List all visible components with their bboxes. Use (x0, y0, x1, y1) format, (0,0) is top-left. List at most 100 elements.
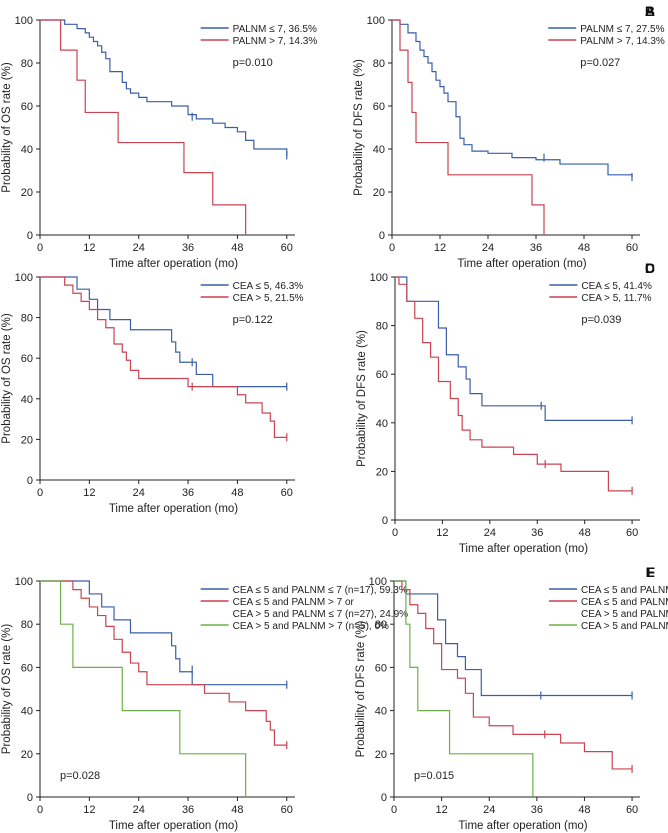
panel-c: 0 20 40 60 80 100 0 12 24 36 48 60 Time after operat… (1, 260, 655, 515)
panel-b-x-tick-label: 12 (434, 242, 446, 254)
panel-c-x-tick-label: 24 (133, 487, 145, 499)
panel-c-y-axis-label: Probability of OS rate (%) (1, 313, 13, 444)
panel-f-series-green (394, 580, 534, 797)
panel-a-x-tick-label: 0 (37, 242, 43, 254)
panel-f-x-tick-label: 12 (435, 804, 447, 816)
panel-f-x-tick-label: 36 (531, 804, 543, 816)
panel-e-y-tick-label: 0 (27, 792, 33, 804)
panel-d-legend-label: CEA ≤ 5, 41.4% (581, 281, 652, 292)
panel-f-legend-label: CEA > 5 and PALNM ≤ 7 (n=27), 13.2% (581, 609, 668, 620)
panel-f-y-tick-label: 40 (375, 706, 387, 718)
panel-c-x-tick-label: 12 (83, 487, 95, 499)
panel-f-x-tick-label: 60 (626, 804, 638, 816)
panel-f-y-tick-label: 100 (369, 576, 387, 588)
panel-f-y-axis-label: Probability of DFS rate (%) (355, 620, 367, 757)
panel-c-y-tick-label: 100 (15, 272, 33, 284)
panel-a-x-tick-label: 36 (182, 242, 194, 254)
panel-c-y-tick-label: 60 (21, 353, 33, 365)
panel-b-p-value: p=0.027 (580, 57, 620, 69)
panel-b-x-tick-label: 48 (578, 242, 590, 254)
panel-a-y-tick-label: 60 (21, 101, 33, 113)
panel-d-y-tick-label: 80 (376, 321, 388, 333)
panel-a-series-red (40, 19, 247, 235)
panel-b-y-tick-label: 40 (373, 144, 385, 156)
panel-f-y-tick-label: 20 (375, 749, 387, 761)
panel-c-y-tick-label: 20 (21, 434, 33, 446)
panel-d-x-tick-label: 24 (484, 527, 496, 539)
panel-b-x-axis-label: Time after operation (mo) (457, 258, 586, 270)
panel-d-x-axis-label: Time after operation (mo) (459, 543, 588, 555)
panel-a-y-tick-label: 40 (21, 144, 33, 156)
panel-f-y-tick-label: 60 (375, 662, 387, 674)
panel-f-x-tick-label: 0 (391, 804, 397, 816)
panel-a-x-tick-label: 12 (83, 242, 95, 254)
panel-e-y-tick-label: 60 (21, 662, 33, 674)
panel-c-y-tick-label: 0 (27, 475, 33, 487)
panel-f-legend-label: CEA ≤ 5 and PALNM > 7 or (581, 597, 668, 608)
panel-e-y-tick-label: 80 (21, 619, 33, 631)
panel-e-y-tick-label: 40 (21, 706, 33, 718)
panel-b-y-tick-label: 100 (367, 15, 385, 27)
panel-b-y-axis-label: Probability of DFS rate (%) (353, 59, 365, 196)
panel-d-y-tick-label: 60 (376, 369, 388, 381)
panel-e-p-value: p=0.028 (60, 770, 100, 782)
panel-e-legend-label: CEA > 5 and PALNM > 7 (n=5), 0% (233, 621, 389, 632)
panel-e-y-axis-label: Probability of OS rate (%) (1, 624, 13, 755)
panel-e-x-axis-label: Time after operation (mo) (109, 820, 238, 832)
panel-f-x-tick-label: 48 (578, 804, 590, 816)
panel-e-x-tick-label: 0 (37, 804, 43, 816)
panel-c-y-tick-label: 80 (21, 313, 33, 325)
panel-b-x-tick-label: 0 (389, 242, 395, 254)
panel-e-legend-label: CEA ≤ 5 and PALNM > 7 or (233, 597, 355, 608)
panel-d-series-red (395, 276, 633, 492)
panel-e-x-tick-label: 60 (281, 804, 293, 816)
panel-a-x-tick-label: 24 (133, 242, 145, 254)
panel-e: 0 20 40 60 80 100 0 12 24 36 48 60 Time after operat… (1, 564, 655, 832)
panel-b-y-tick-label: 20 (373, 187, 385, 199)
panel-d-y-tick-label: 20 (376, 466, 388, 478)
panel-c-legend-label: CEA ≤ 5, 46.3% (233, 281, 304, 292)
panel-d-x-tick-label: 48 (579, 527, 591, 539)
panel-c-x-tick-label: 0 (37, 487, 43, 499)
panel-b-series-blue (392, 19, 633, 177)
panel-c-x-tick-label: 48 (231, 487, 243, 499)
panel-c-legend-label: CEA > 5, 21.5% (233, 293, 304, 304)
panel-f: 0 20 40 60 80 100 0 12 24 36 48 60 Time after operat… (355, 564, 668, 832)
panel-f-y-tick-label: 0 (381, 792, 387, 804)
panel-f-p-value: p=0.015 (414, 770, 454, 782)
panel-a-legend-label: PALNM > 7, 14.3% (233, 36, 318, 47)
panel-e-y-tick-label: 100 (15, 576, 33, 588)
panel-e-legend-label: CEA ≤ 5 and PALNM ≤ 7 (n=17), 59.3% (233, 585, 408, 596)
panel-a-y-tick-label: 0 (27, 230, 33, 242)
panel-f-x-axis-label: Time after operation (mo) (458, 820, 587, 832)
panel-d-x-tick-label: 60 (626, 527, 638, 539)
panel-b-legend-label: PALNM > 7, 14.3% (580, 36, 665, 47)
panel-a-series-blue (40, 19, 288, 156)
panel-e-y-tick-label: 20 (21, 749, 33, 761)
panel-d-x-tick-label: 0 (392, 527, 398, 539)
panel-f-letter: F (646, 564, 655, 580)
panel-e-series-green (40, 580, 247, 797)
panel-a-y-tick-label: 20 (21, 187, 33, 199)
panel-d-p-value: p=0.039 (581, 314, 621, 326)
panel-c-letter: C (645, 260, 655, 276)
panel-f-series-red (394, 580, 633, 770)
panel-d-y-tick-label: 0 (382, 515, 388, 527)
panel-b-x-tick-label: 24 (482, 242, 494, 254)
panel-b-y-tick-label: 60 (373, 101, 385, 113)
panel-a-y-tick-label: 80 (21, 58, 33, 70)
panel-d: 0 20 40 60 80 100 0 12 24 36 48 60 Time after operat… (356, 260, 655, 555)
panel-b-legend-label: PALNM ≤ 7, 27.5% (580, 24, 664, 35)
panel-a-x-axis-label: Time after operation (mo) (109, 258, 238, 270)
panel-e-x-tick-label: 12 (83, 804, 95, 816)
panel-a-y-axis-label: Probability of OS rate (%) (1, 62, 13, 193)
panel-a-legend-label: PALNM ≤ 7, 36.5% (233, 24, 317, 35)
panel-b-series-red (392, 19, 545, 235)
panel-c-x-axis-label: Time after operation (mo) (109, 503, 238, 515)
panel-c-p-value: p=0.122 (233, 314, 273, 326)
panel-c-x-tick-label: 60 (281, 487, 293, 499)
panel-e-x-tick-label: 36 (182, 804, 194, 816)
panel-f-series-blue (394, 580, 633, 697)
panel-e-x-tick-label: 24 (133, 804, 145, 816)
